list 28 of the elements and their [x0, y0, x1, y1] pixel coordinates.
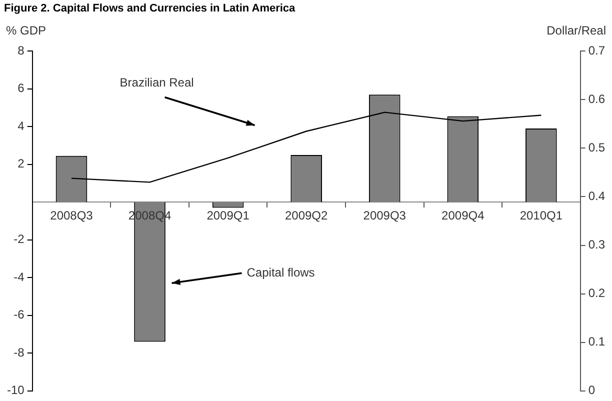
y2-tick-label: 0.6 [588, 92, 606, 106]
y-tick-label: 4 [18, 118, 25, 133]
x-tick-label: 2009Q3 [363, 208, 406, 223]
y-axis-title: % GDP [6, 24, 46, 38]
y-tick-label: 6 [18, 81, 25, 96]
y2-tick-label: 0.3 [588, 238, 606, 252]
y2-tick-label: 0.7 [588, 44, 606, 58]
x-tick-label: 2010Q1 [520, 208, 563, 223]
y-tick-label: 8 [18, 44, 25, 58]
y-tick-label: -4 [14, 270, 25, 284]
y-tick-label: -10 [7, 383, 25, 398]
y-tick-label: -6 [14, 308, 25, 322]
y2-tick-label: 0.5 [588, 140, 606, 155]
y-tick-label: -2 [14, 232, 25, 246]
y2-tick-label: 0.2 [588, 286, 606, 300]
y2-tick-label: 0.1 [588, 334, 606, 349]
y2-tick-label: 0.4 [588, 189, 606, 204]
chart-title: Figure 2. Capital Flows and Currencies in Latin America [4, 2, 296, 15]
x-tick-label: 2009Q4 [442, 208, 485, 223]
y2-axis-title: Dollar/Real [546, 24, 606, 38]
y-tick-label: -8 [14, 345, 25, 360]
text: Capital flows [246, 265, 315, 280]
y-tick-label: 2 [18, 156, 25, 171]
text: Brazilian Real [120, 76, 194, 90]
x-tick-label: 2008Q3 [50, 208, 94, 223]
x-tick-label: 2009Q2 [284, 208, 328, 223]
x-tick-label: 2009Q1 [206, 208, 250, 223]
y2-tick-label: 0 [588, 383, 596, 398]
